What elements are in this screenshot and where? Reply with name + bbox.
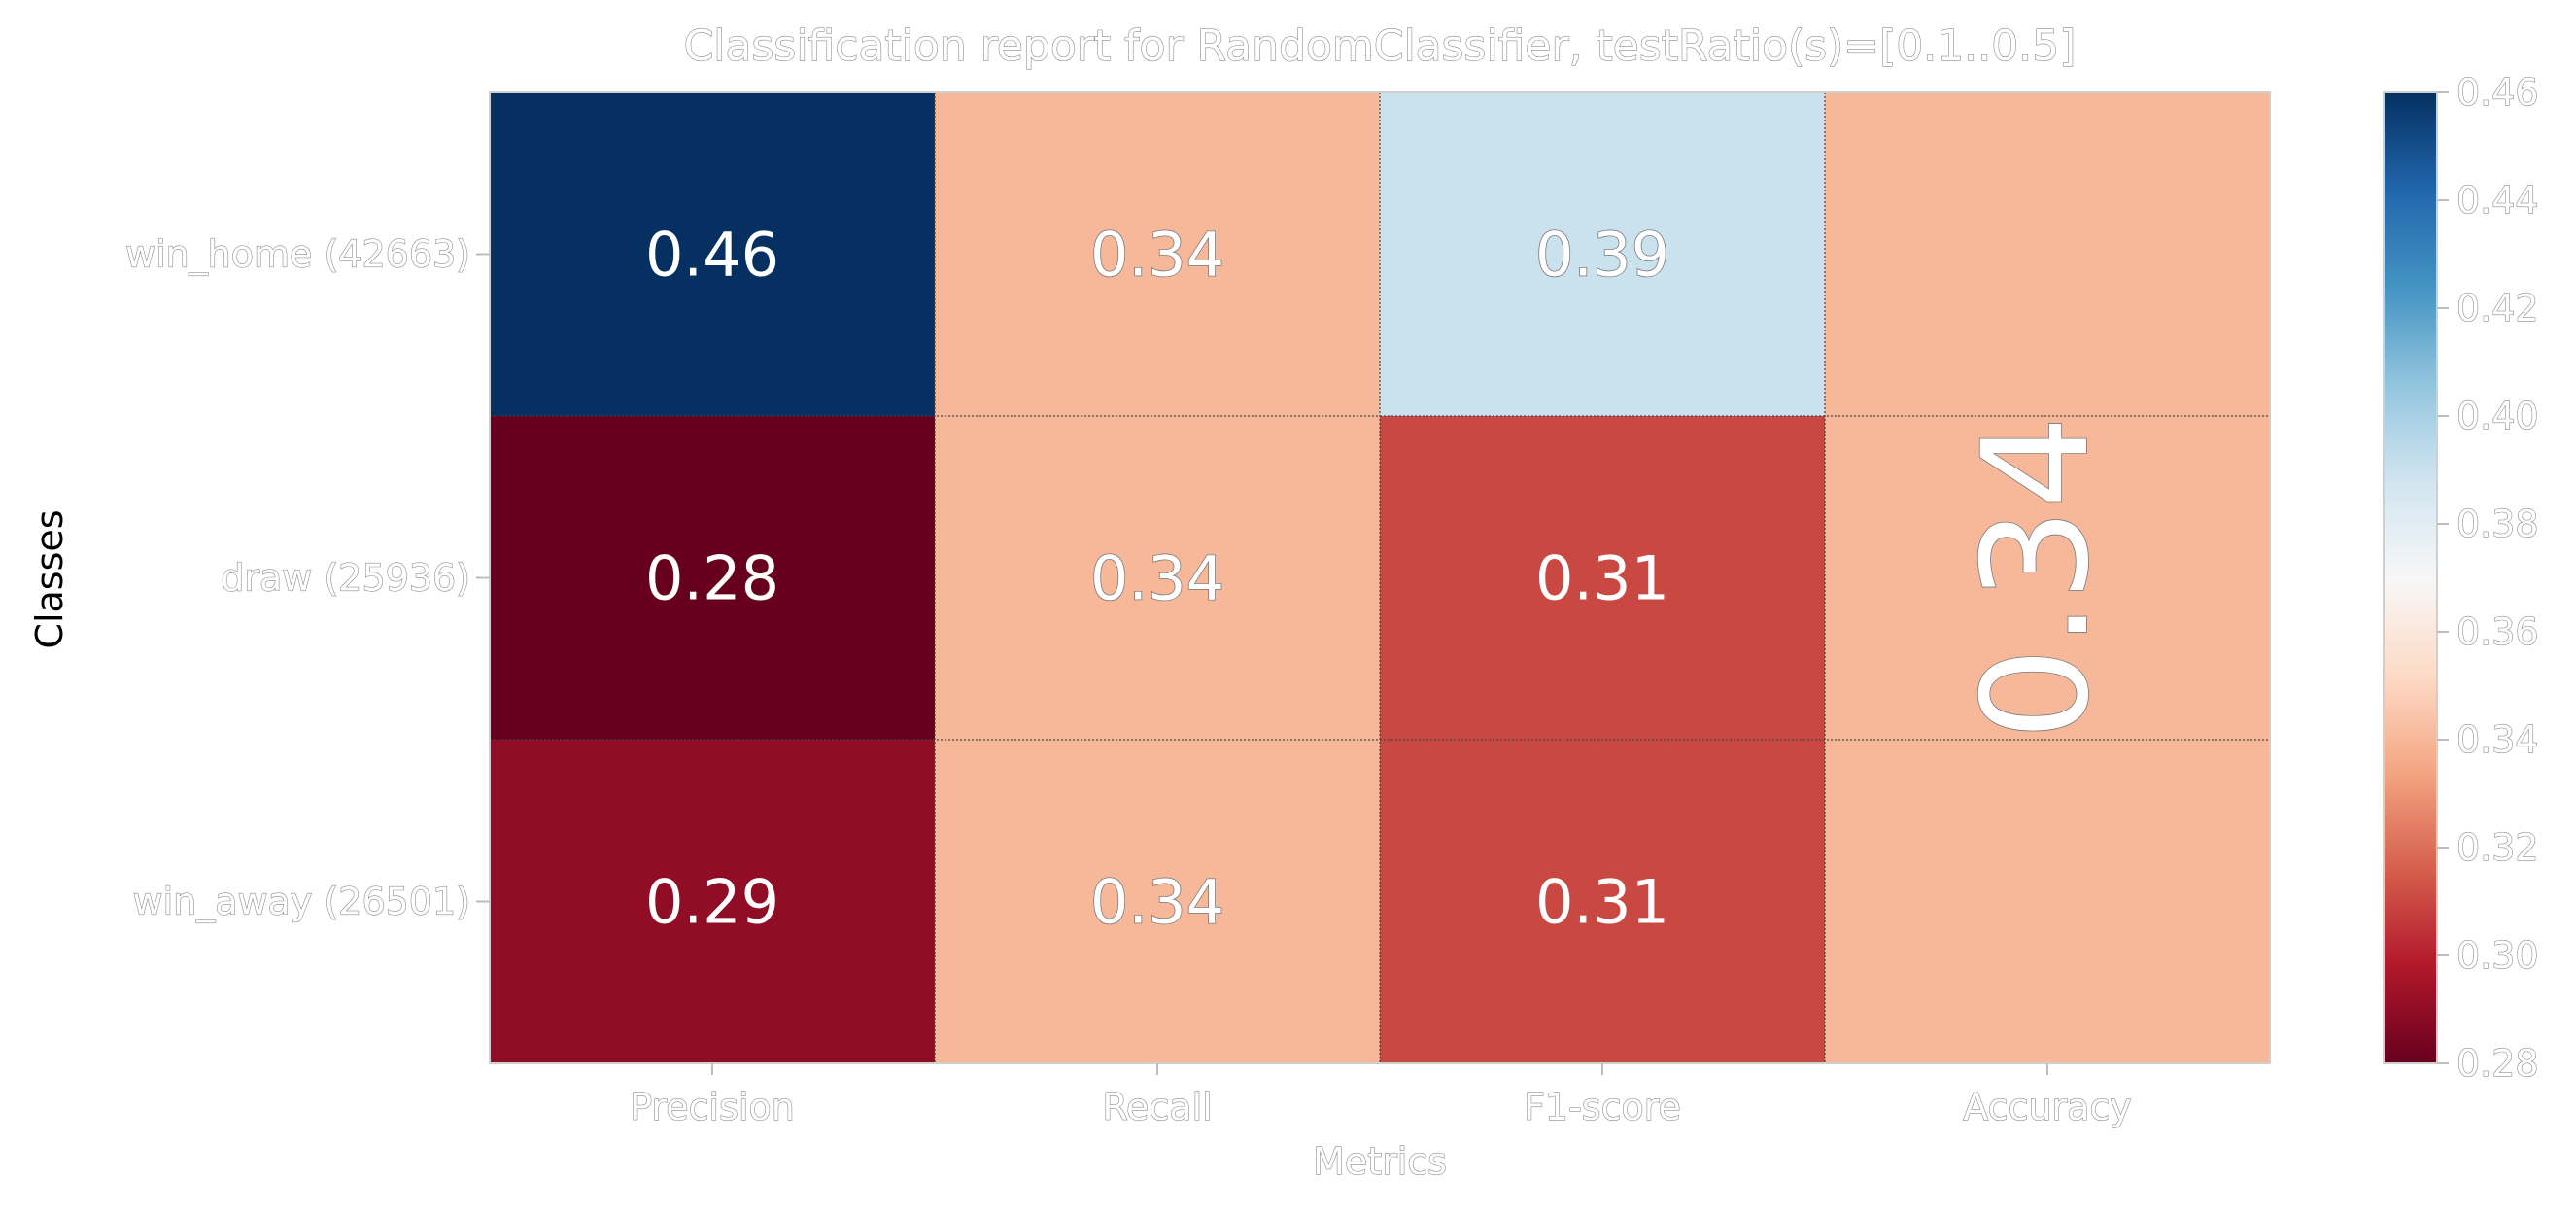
heatmap-cell [935, 92, 1380, 416]
heatmap-cell [490, 92, 935, 416]
accuracy-cell [1825, 92, 2270, 1063]
colorbar-tick-label: 0.38 [2456, 503, 2539, 545]
x-tick-label: Accuracy [1963, 1086, 2132, 1128]
y-tick-label: draw (25936) [221, 557, 470, 600]
colorbar-tick-label: 0.36 [2456, 610, 2539, 653]
x-tick-label: F1-score [1524, 1086, 1681, 1128]
heatmap-cell [1380, 740, 1825, 1063]
cell-value-label: 0.29 [645, 867, 779, 938]
colorbar [2383, 91, 2438, 1064]
heatmap-cell [490, 416, 935, 740]
heatmap-cell [935, 416, 1380, 740]
heatmap-grid [490, 92, 2270, 1063]
colorbar-tick-label: 0.34 [2456, 718, 2539, 761]
y-tick-label: win_home (42663) [125, 233, 470, 276]
colorbar-tick-label: 0.32 [2456, 826, 2539, 869]
colorbar-tick-label: 0.30 [2456, 934, 2539, 977]
cell-value-label: 0.31 [1535, 867, 1669, 938]
cell-value-label: 0.34 [1090, 867, 1224, 938]
colorbar-tick-label: 0.28 [2456, 1042, 2539, 1085]
x-axis-label: Metrics [1313, 1140, 1447, 1183]
chart-title: Classification report for RandomClassifi… [684, 21, 2077, 71]
heatmap-cell [1380, 92, 1825, 416]
colorbar-tick-label: 0.40 [2456, 395, 2539, 437]
y-axis-label: Classes [28, 509, 71, 648]
cell-labels: 0.46 0.34 0.39 0.28 0.34 0.31 0.29 0.34 0.31 0.34 [645, 219, 2122, 939]
heatmap-cells [490, 92, 2270, 1063]
heatmap-cell [490, 740, 935, 1063]
cell-value-label: 0.31 [1535, 543, 1669, 614]
colorbar-tick-label: 0.46 [2456, 71, 2539, 114]
y-tick-labels: win_home (42663) draw (25936) win_away (26… [124, 232, 490, 923]
colorbar-tick-label: 0.42 [2456, 287, 2539, 330]
cell-value-label: 0.46 [645, 220, 779, 291]
cell-value-label: 0.28 [645, 543, 779, 614]
heatmap-cell [935, 740, 1380, 1063]
cell-value-label: 0.34 [1090, 220, 1224, 291]
x-tick-label: Precision [630, 1086, 795, 1128]
cell-value-label: 0.34 [1090, 543, 1224, 614]
colorbar-ticks: 0.28 0.30 0.32 0.34 0.36 0.38 0.40 0.42 0.44 0.46 [2437, 70, 2539, 1086]
heatmap-cell [1380, 416, 1825, 740]
y-tick-label: win_away (26501) [133, 881, 470, 923]
cell-value-label: 0.39 [1535, 220, 1669, 291]
colorbar-tick-label: 0.44 [2456, 179, 2539, 222]
x-tick-label: Recall [1102, 1086, 1212, 1128]
accuracy-value-label: 0.34 [1952, 416, 2121, 741]
x-tick-labels: Precision Recall F1-score Accuracy [630, 1063, 2132, 1129]
